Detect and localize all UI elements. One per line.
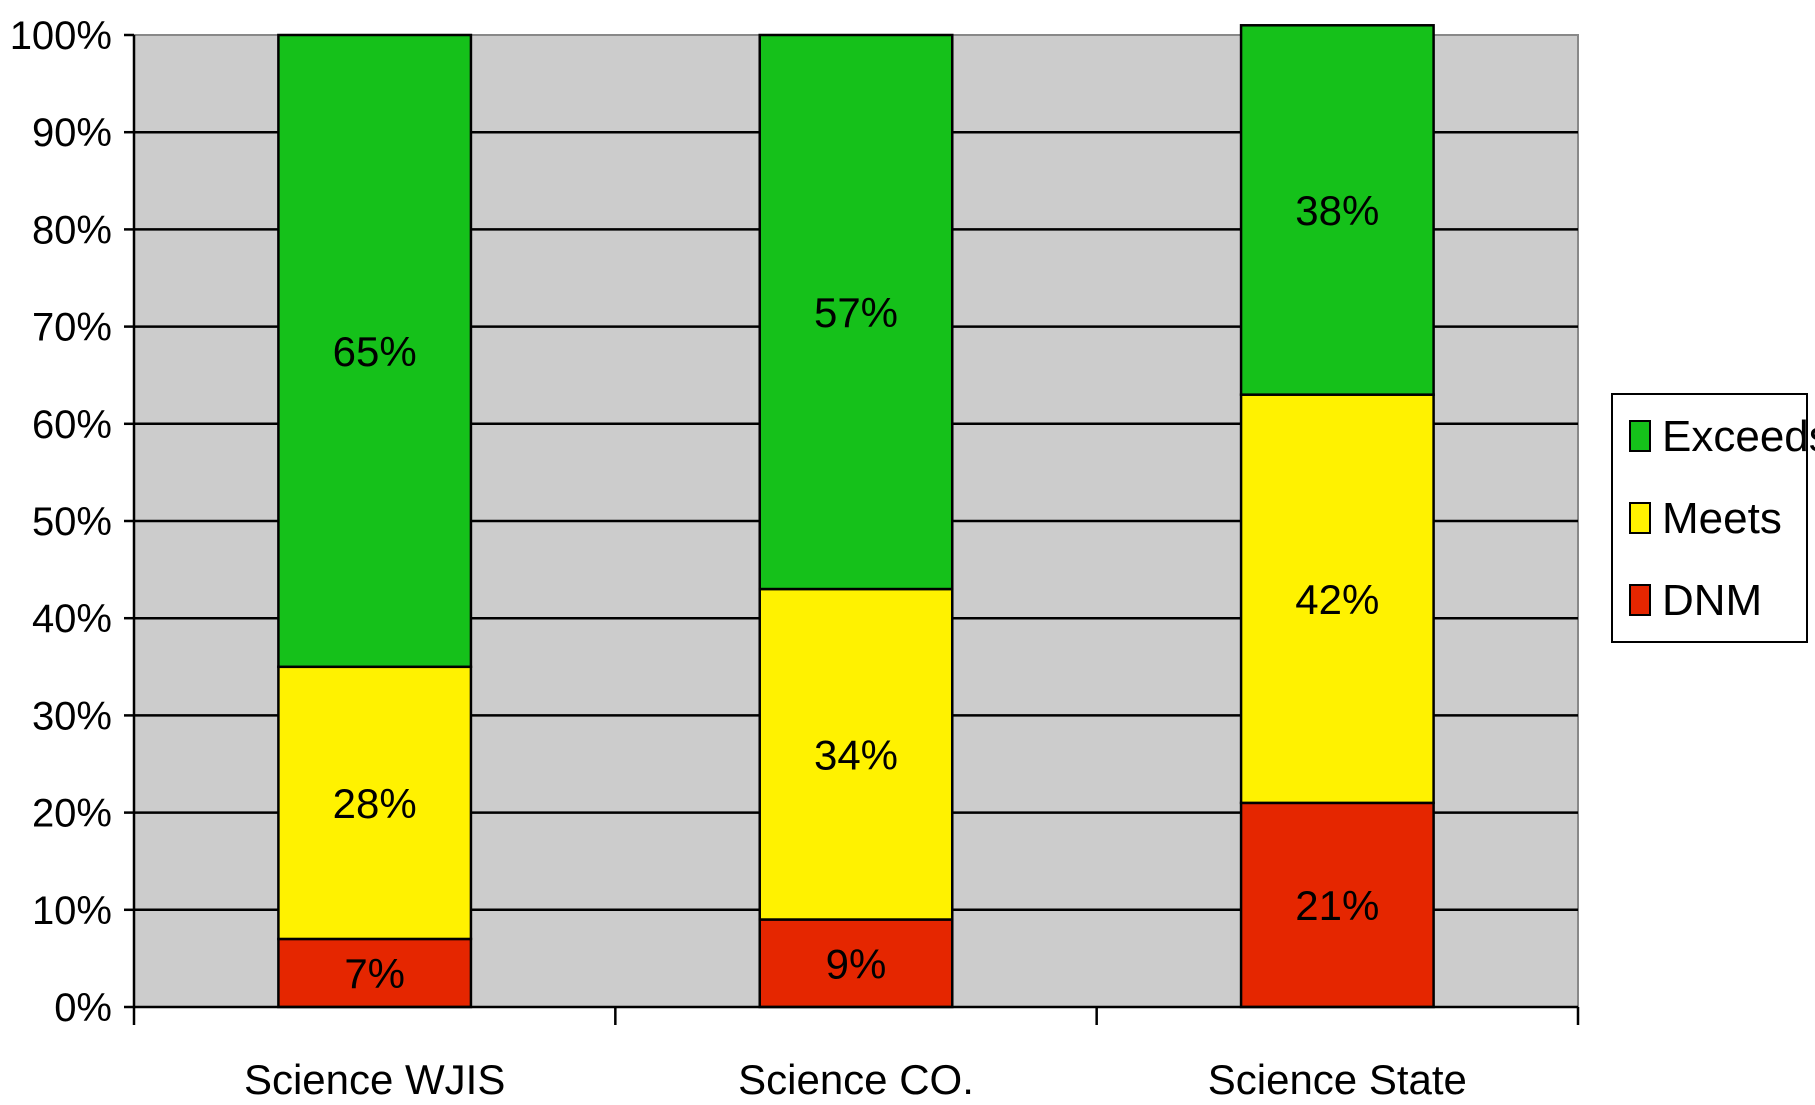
legend-label-meets: Meets	[1662, 494, 1782, 543]
data-label-meets: 28%	[333, 780, 417, 827]
y-tick-label: 90%	[32, 111, 112, 155]
data-label-exceeds: 57%	[814, 289, 898, 336]
data-label-meets: 42%	[1295, 576, 1379, 623]
x-category-label: Science CO.	[738, 1056, 974, 1103]
data-label-exceeds: 38%	[1295, 187, 1379, 234]
y-tick-label: 80%	[32, 208, 112, 252]
y-tick-label: 70%	[32, 306, 112, 350]
x-category-label: Science State	[1208, 1056, 1467, 1103]
bar-segment-meets	[758, 587, 954, 921]
bars	[277, 24, 1435, 1009]
legend-swatch-exceeds	[1629, 420, 1651, 452]
y-tick-label: 0%	[54, 986, 112, 1030]
y-tick-label: 60%	[32, 403, 112, 447]
legend: Exceeds Meets DNM	[1611, 393, 1815, 643]
legend-items: Exceeds Meets DNM	[1629, 412, 1815, 625]
legend-swatch-dnm	[1629, 584, 1651, 616]
bar-segment-meets	[277, 665, 473, 941]
legend-swatch-meets	[1629, 502, 1651, 534]
data-label-exceeds: 65%	[333, 328, 417, 375]
bar-segment-meets	[1239, 393, 1435, 805]
data-label-dnm: 21%	[1295, 882, 1379, 929]
axes	[124, 33, 1580, 1025]
legend-label-exceeds: Exceeds	[1662, 412, 1815, 461]
data-labels: 7% 28% 65% 9% 34% 57% 21% 42% 38%	[333, 187, 1380, 997]
y-tick-label: 30%	[32, 694, 112, 738]
y-tick-label: 40%	[32, 597, 112, 641]
bar-segment-exceeds	[277, 33, 473, 669]
y-tick-label: 100%	[10, 14, 112, 58]
y-axis-tick-labels: 0% 10% 20% 30% 40% 50% 60% 70% 80% 90% 100%	[10, 14, 112, 1030]
bar-segment-dnm	[1239, 801, 1435, 1009]
data-label-dnm: 7%	[344, 950, 405, 997]
data-label-meets: 34%	[814, 731, 898, 778]
y-tick-label: 50%	[32, 500, 112, 544]
y-tick-label: 10%	[32, 889, 112, 933]
data-label-dnm: 9%	[826, 940, 887, 987]
y-tick-label: 20%	[32, 792, 112, 836]
x-category-label: Science WJIS	[244, 1056, 505, 1103]
legend-label-dnm: DNM	[1662, 576, 1762, 625]
x-axis-category-labels: Science WJIS Science CO. Science State	[244, 1056, 1467, 1103]
bar-segment-exceeds	[758, 33, 954, 591]
bar-segment-exceeds	[1239, 24, 1435, 396]
